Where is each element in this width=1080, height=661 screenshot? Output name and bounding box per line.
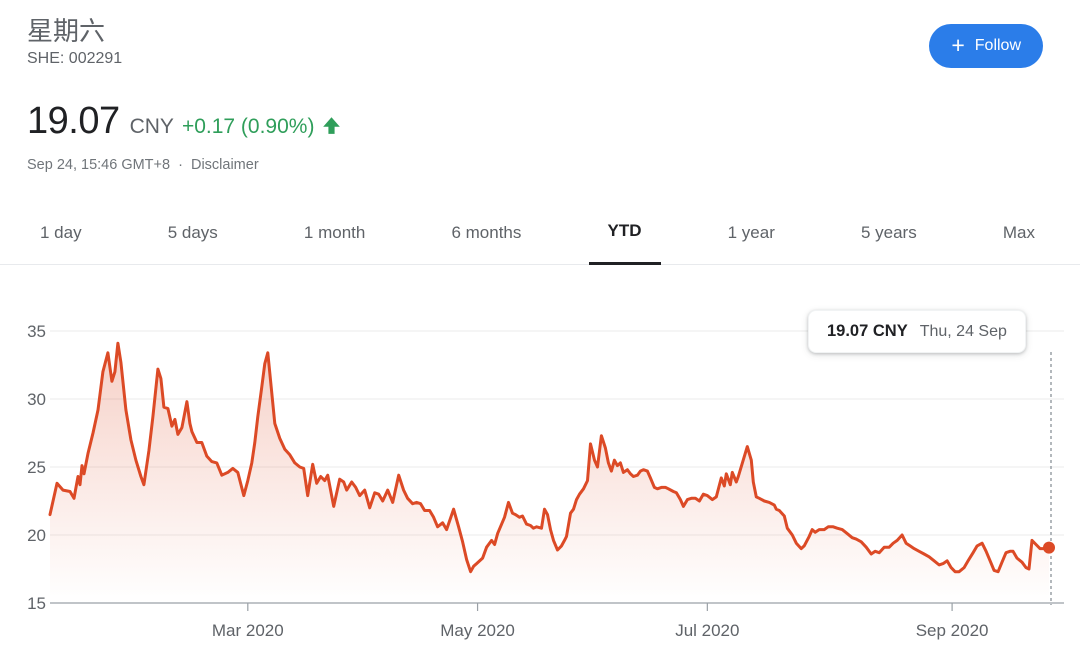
price-chart[interactable]: 15 20 25 30 35 Mar 2020 May 2020 Jul 2020 Sep 20… (0, 290, 1080, 661)
time-range-tabs: 1 day 5 days 1 month 6 months YTD 1 year… (0, 200, 1080, 265)
tab-max[interactable]: Max (984, 200, 1054, 265)
price-currency: CNY (129, 115, 174, 138)
tab-ytd[interactable]: YTD (588, 200, 661, 265)
tab-1-year[interactable]: 1 year (709, 200, 794, 265)
x-axis-label: Sep 2020 (916, 621, 989, 640)
tab-5-days[interactable]: 5 days (149, 200, 237, 265)
tab-5-years[interactable]: 5 years (842, 200, 936, 265)
current-price-dot (1043, 541, 1055, 554)
price-area-fill (50, 343, 1049, 603)
tab-6-months[interactable]: 6 months (432, 200, 540, 265)
follow-button[interactable]: + Follow (929, 24, 1043, 68)
price-line (48, 341, 1051, 574)
y-axis-label-30: 30 (27, 390, 46, 409)
x-axis-label: Jul 2020 (675, 621, 739, 640)
chart-tooltip: 19.07 CNY Thu, 24 Sep (808, 310, 1026, 353)
tooltip-date: Thu, 24 Sep (919, 322, 1007, 340)
price-row: 19.07 CNY +0.17 (0.90%) (27, 100, 341, 143)
y-axis-label-15: 15 (27, 594, 46, 613)
price-change: +0.17 (0.90%) (181, 115, 315, 138)
y-axis-label-25: 25 (27, 458, 46, 477)
tab-1-day[interactable]: 1 day (21, 200, 101, 265)
stock-ticker: SHE: 002291 (27, 50, 123, 68)
plus-icon: + (951, 31, 965, 58)
chart-canvas[interactable]: 15 20 25 30 35 Mar 2020 May 2020 Jul 2020 Sep 20… (0, 290, 1080, 661)
quote-timestamp: Sep 24, 15:46 GMT+8 (27, 157, 171, 173)
x-axis-label: Mar 2020 (212, 621, 284, 640)
price-value: 19.07 (27, 100, 120, 142)
tab-1-month[interactable]: 1 month (285, 200, 384, 265)
stock-header: 星期六 SHE: 002291 (27, 16, 122, 68)
x-axis-label: May 2020 (440, 621, 515, 640)
y-axis-label-35: 35 (27, 322, 46, 341)
tooltip-price: 19.07 CNY (827, 322, 908, 340)
stock-name: 星期六 (27, 16, 106, 46)
quote-meta: Sep 24, 15:46 GMT+8 · Disclaimer (27, 157, 263, 173)
meta-separator: · (178, 157, 183, 173)
arrow-up-icon (322, 116, 341, 140)
follow-button-label: Follow (974, 37, 1021, 54)
disclaimer-link[interactable]: Disclaimer (190, 157, 259, 173)
y-axis-label-20: 20 (27, 526, 46, 545)
